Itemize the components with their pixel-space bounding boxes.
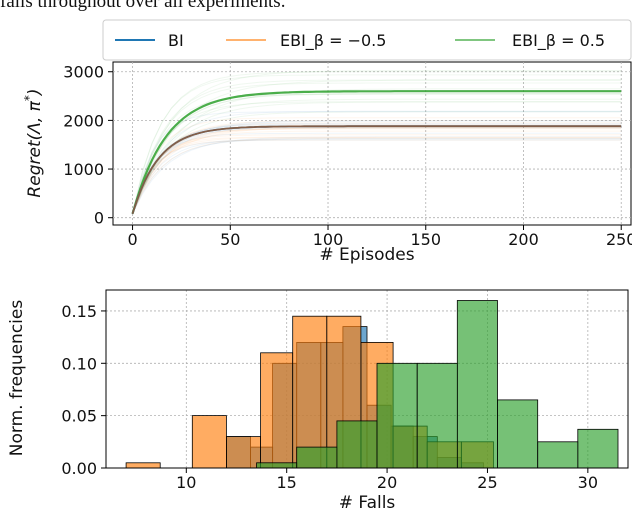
- falls-bar-s2: [376, 362, 418, 469]
- regret-episode-trace: [132, 79, 622, 214]
- regret-x-tick-label: 150: [410, 230, 441, 249]
- falls-x-tick-label: 25: [477, 473, 497, 492]
- regret-episode-trace: [132, 79, 622, 214]
- regret-episode-trace: [132, 138, 622, 215]
- regret-episode-trace: [132, 74, 622, 214]
- falls-bar-s1: [226, 436, 261, 469]
- figure-caption: falls throughout over all experiments.: [0, 0, 286, 12]
- regret-episode-trace: [132, 139, 622, 214]
- falls-plot-frame: [105, 289, 629, 469]
- regret-episode-trace: [132, 101, 622, 214]
- falls-bar-s1: [125, 462, 161, 469]
- regret-episode-trace: [132, 71, 622, 214]
- regret-episode-trace: [132, 136, 622, 214]
- regret-y-tick-label: 0: [94, 209, 104, 228]
- regret-series-lines: [131, 90, 622, 215]
- regret-grid: [113, 62, 631, 225]
- regret-episode-trace: [132, 132, 622, 214]
- regret-episode-trace: [132, 101, 622, 214]
- falls-bar-s2: [456, 300, 498, 469]
- regret-episode-trace: [132, 126, 622, 214]
- falls-bars: [125, 300, 619, 469]
- regret-episode-trace: [132, 123, 622, 214]
- falls-y-tick-label: 0.10: [61, 354, 97, 373]
- falls-bar-s2: [577, 428, 619, 469]
- falls-bar-s2: [497, 399, 539, 469]
- falls-y-tick-label: 0.05: [61, 407, 97, 426]
- regret-plot-frame: [112, 61, 632, 226]
- regret-episode-trace: [132, 128, 622, 214]
- regret-y-tick-label: 3000: [63, 63, 104, 82]
- falls-bar-s2: [537, 441, 579, 469]
- legend-label-2: EBI_β = 0.5: [512, 31, 605, 51]
- regret-episode-trace: [132, 111, 622, 214]
- regret-episode-trace: [132, 134, 622, 214]
- legend-label-0: BI: [168, 31, 184, 50]
- falls-x-tick-label: 30: [578, 473, 598, 492]
- falls-x-axis-label: # Falls: [339, 493, 396, 512]
- regret-ticks: 0 50 100 150 200 250 0 1000 2000 3000: [63, 63, 632, 249]
- regret-episode-trace: [132, 137, 622, 214]
- regret-x-axis-label: # Episodes: [319, 245, 414, 265]
- legend: BI EBI_β = −0.5 EBI_β = 0.5: [102, 19, 632, 61]
- regret-episode-trace: [132, 120, 622, 214]
- falls-bar-s2: [416, 362, 458, 469]
- regret-y-axis-label: Regret(Λ, π*): [22, 88, 45, 197]
- regret-episode-trace: [132, 111, 622, 214]
- falls-y-tick-label: 0.00: [61, 459, 97, 478]
- regret-episode-trace: [132, 120, 622, 214]
- regret-episode-trace: [132, 137, 622, 215]
- regret-x-tick-label: 50: [220, 230, 240, 249]
- falls-bar-s1: [292, 315, 328, 469]
- regret-episode-trace: [132, 127, 622, 214]
- falls-x-tick-label: 20: [377, 473, 397, 492]
- falls-x-tick-label: 10: [176, 473, 196, 492]
- regret-episode-trace: [132, 120, 622, 214]
- falls-bar-s1: [260, 352, 294, 469]
- falls-ticks: 10 15 20 25 30 0.00 0.05 0.10 0.15: [61, 302, 598, 492]
- falls-bar-s2: [336, 420, 378, 469]
- regret-episode-trace: [132, 122, 622, 214]
- regret-episode-trace: [132, 82, 622, 214]
- falls-y-axis-label: Norm. frequencies: [7, 300, 27, 457]
- falls-bar-s2: [296, 446, 338, 469]
- regret-x-tick-label: 250: [606, 230, 632, 249]
- regret-episode-trace: [132, 92, 622, 214]
- regret-x-tick-label: 200: [508, 230, 539, 249]
- falls-histogram: 10 15 20 25 30 0.00 0.05 0.10 0.15 # Falls Norm.…: [7, 289, 629, 512]
- regret-y-tick-label: 1000: [63, 160, 104, 179]
- regret-episode-trace: [132, 88, 622, 214]
- regret-episode-trace: [132, 130, 622, 214]
- regret-episode-trace: [132, 93, 622, 214]
- regret-episode-trace: [132, 117, 622, 214]
- falls-x-tick-label: 15: [277, 473, 297, 492]
- regret-x-tick-label: 0: [127, 230, 137, 249]
- falls-bar-s2: [256, 462, 298, 469]
- regret-episode-trace: [132, 98, 622, 214]
- regret-episode-trace: [132, 122, 622, 214]
- falls-y-tick-label: 0.15: [61, 302, 97, 321]
- legend-label-1: EBI_β = −0.5: [280, 31, 386, 51]
- regret-episode-trace: [132, 127, 622, 215]
- regret-episode-trace: [132, 70, 622, 214]
- regret-episode-trace: [132, 136, 622, 215]
- regret-x-tick-label: 100: [313, 230, 344, 249]
- regret-episode-trace: [132, 127, 622, 214]
- regret-line-2: [131, 90, 622, 215]
- regret-y-tick-label: 2000: [63, 111, 104, 130]
- regret-episode-trace: [132, 110, 622, 214]
- falls-bar-s1: [191, 415, 227, 469]
- regret-episode-trace: [132, 139, 622, 214]
- regret-episode-trace: [132, 138, 622, 214]
- regret-line-1: [131, 125, 622, 215]
